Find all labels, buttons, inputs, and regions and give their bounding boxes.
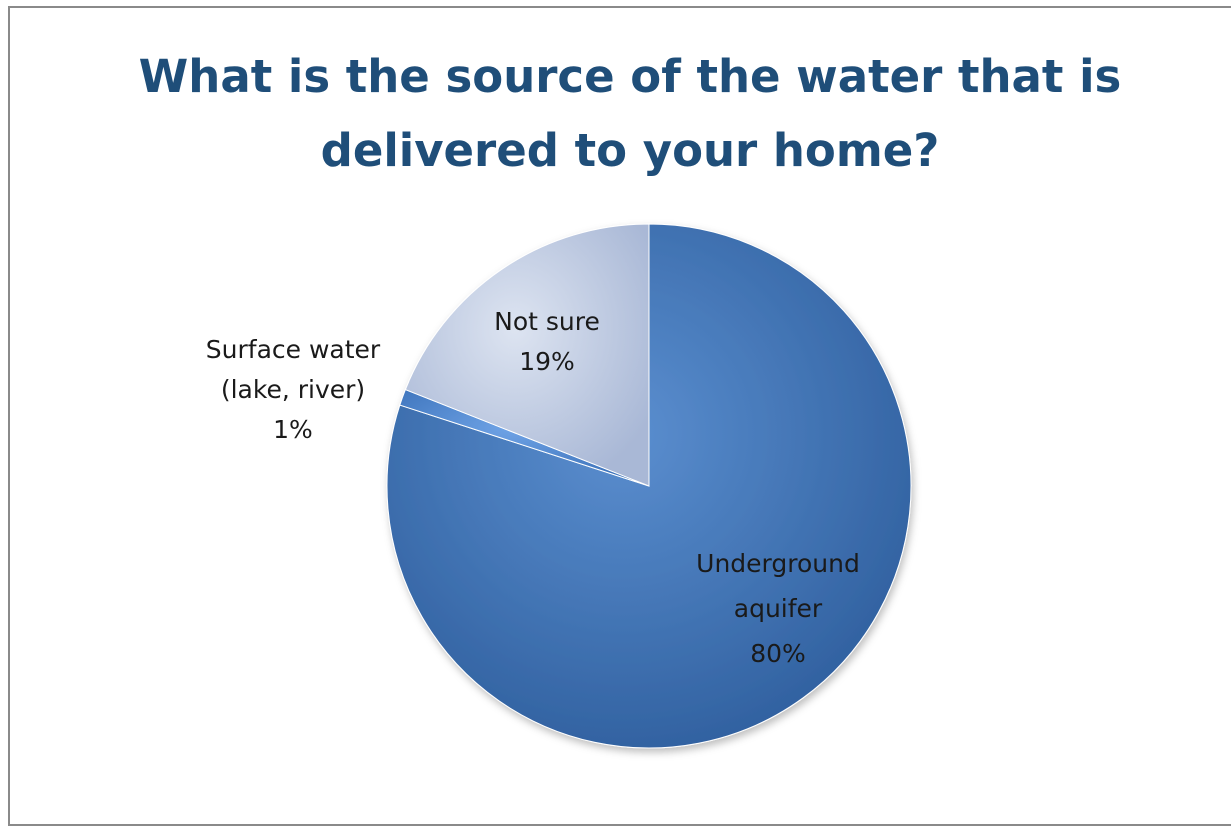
slice-label-line: Underground bbox=[696, 549, 860, 578]
slice-label-line: Surface water bbox=[206, 335, 381, 364]
slice-label-line: Not sure bbox=[494, 307, 600, 336]
pie-slice-underground-aquifer bbox=[386, 223, 912, 749]
slice-label-line: 1% bbox=[273, 415, 313, 444]
pie-chart: Underground aquifer 80% Surface water (lake,… bbox=[206, 223, 912, 749]
chart-title: What is the source of the water that is … bbox=[138, 50, 1122, 177]
pie-slice-not-sure bbox=[404, 223, 650, 487]
slice-label-2: Not sure 19% bbox=[494, 307, 600, 376]
slice-label-1: Surface water (lake, river) 1% bbox=[206, 335, 381, 444]
slice-label-line: aquifer bbox=[734, 594, 823, 623]
slice-label-line: (lake, river) bbox=[221, 375, 365, 404]
slice-label-line: 19% bbox=[519, 347, 575, 376]
slice-label-0: Underground aquifer 80% bbox=[696, 549, 860, 668]
slice-label-line: 80% bbox=[750, 639, 806, 668]
